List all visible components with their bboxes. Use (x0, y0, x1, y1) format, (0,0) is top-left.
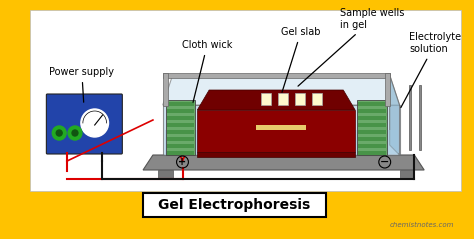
Bar (358, 144, 386, 148)
Text: −: − (380, 157, 390, 167)
Polygon shape (143, 155, 424, 170)
Circle shape (56, 130, 62, 136)
Bar (167, 144, 194, 148)
Bar (167, 130, 194, 134)
Circle shape (52, 126, 66, 140)
Bar (163, 73, 390, 78)
Bar (358, 123, 386, 127)
Text: +: + (178, 157, 187, 167)
Bar (166, 100, 195, 155)
Bar (167, 123, 194, 127)
Bar (197, 152, 355, 157)
Bar (358, 137, 386, 141)
Polygon shape (163, 75, 400, 105)
Bar (167, 151, 194, 155)
Text: Gel Electrophoresis: Gel Electrophoresis (158, 198, 310, 212)
Bar (163, 105, 400, 155)
Bar (158, 170, 173, 178)
Text: chemistnotes.com: chemistnotes.com (389, 222, 454, 228)
Text: Power supply: Power supply (49, 67, 114, 102)
Bar (358, 151, 386, 155)
FancyBboxPatch shape (46, 94, 122, 154)
Bar (385, 73, 390, 106)
Bar (278, 93, 288, 105)
Bar (262, 93, 271, 105)
Text: Electrolyte
solution: Electrolyte solution (401, 33, 462, 108)
Bar (358, 109, 386, 113)
Text: Gel slab: Gel slab (281, 27, 320, 92)
Bar (357, 100, 387, 155)
Circle shape (68, 126, 82, 140)
Text: Cloth wick: Cloth wick (182, 40, 232, 102)
Bar (167, 116, 194, 120)
Bar (165, 130, 398, 154)
Bar (295, 93, 305, 105)
Circle shape (72, 130, 78, 136)
Polygon shape (390, 75, 400, 155)
Bar (197, 110, 355, 152)
Bar (410, 85, 411, 150)
Bar (358, 102, 386, 106)
Bar (167, 137, 194, 141)
Bar (167, 102, 194, 106)
Bar (163, 73, 168, 106)
Bar (30, 10, 461, 191)
Bar (358, 116, 386, 120)
Circle shape (81, 109, 109, 137)
Bar (400, 170, 414, 178)
Text: Sample wells
in gel: Sample wells in gel (298, 8, 405, 86)
Bar (419, 85, 421, 150)
FancyBboxPatch shape (143, 193, 326, 217)
Bar (312, 93, 321, 105)
Bar (256, 125, 306, 130)
Bar (358, 130, 386, 134)
Polygon shape (197, 90, 355, 110)
Bar (167, 109, 194, 113)
